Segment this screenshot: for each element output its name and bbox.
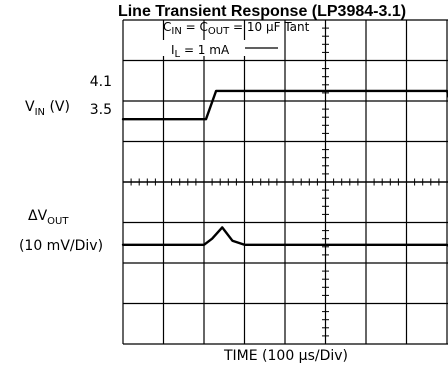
oscilloscope-grid — [122, 19, 448, 345]
traces — [121, 89, 448, 247]
vin-tick-low: 3.5 — [90, 102, 112, 118]
load-annotation: IL = 1 mA — [171, 43, 230, 60]
vin-trace — [121, 89, 448, 121]
load-annotation-bg — [162, 40, 276, 56]
cin-cout-annotation: CIN = COUT = 10 µF Tant — [163, 20, 310, 37]
x-axis-label: TIME (100 µs/Div) — [223, 348, 348, 364]
dvout-trace — [121, 226, 448, 247]
chart-title: Line Transient Response (LP3984-3.1) — [118, 3, 406, 20]
vin-axis-label: VIN (V) — [25, 99, 70, 118]
dvout-scale-label: (10 mV/Div) — [19, 238, 103, 254]
dvout-axis-label: ΔVOUT — [28, 208, 69, 227]
vin-tick-high: 4.1 — [90, 74, 112, 90]
